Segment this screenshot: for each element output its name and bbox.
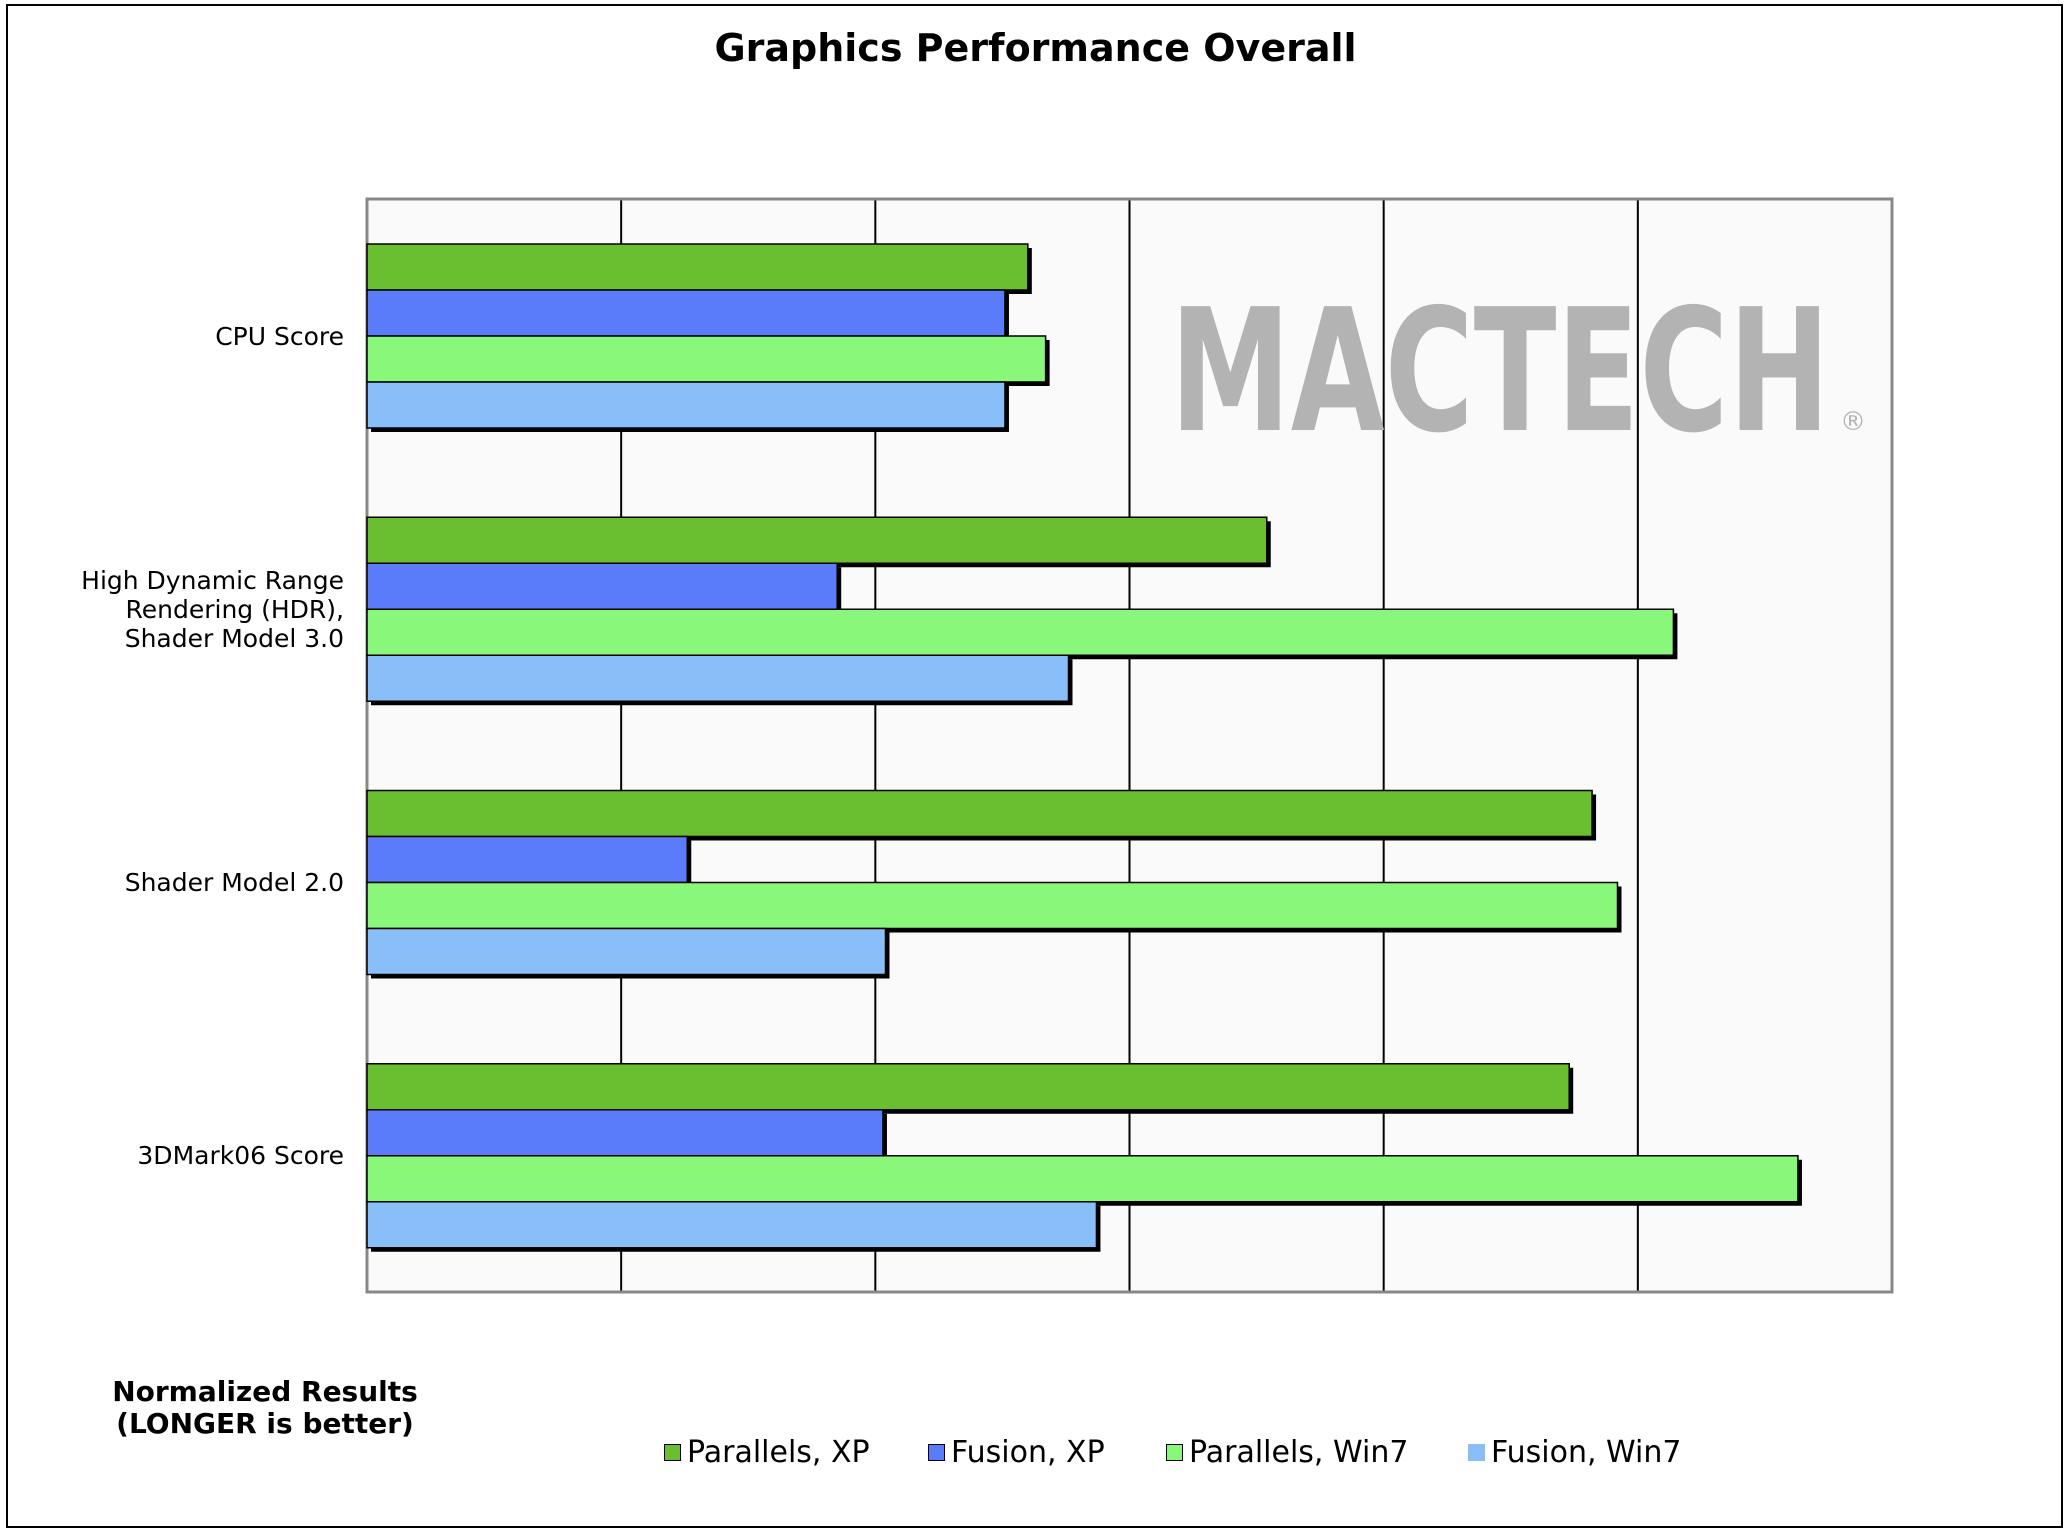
category-label: 3DMark06 Score — [137, 1141, 344, 1171]
legend-swatch — [1166, 1443, 1183, 1461]
bar-fusion-win7 — [366, 654, 1070, 702]
category-label: CPU Score — [215, 321, 344, 351]
bar-parallels-xp — [366, 1063, 1570, 1111]
category-label: High Dynamic Range Rendering (HDR), Shad… — [81, 565, 344, 653]
watermark-logo: MACTECH — [1170, 273, 1830, 471]
legend-item: Parallels, Win7 — [1166, 1434, 1408, 1470]
legend-swatch — [664, 1443, 681, 1461]
bar-parallels-win7 — [366, 1155, 1799, 1203]
bar-parallels-win7 — [366, 335, 1047, 383]
legend-label: Fusion, Win7 — [1491, 1434, 1682, 1470]
legend-item: Fusion, Win7 — [1468, 1434, 1681, 1470]
category-label: Shader Model 2.0 — [124, 868, 344, 897]
bar-parallels-xp — [366, 243, 1029, 291]
bar-fusion-win7 — [366, 1201, 1098, 1249]
bar-parallels-win7 — [366, 881, 1619, 930]
watermark-registered-mark: ® — [1840, 407, 1866, 437]
chart-title: Graphics Performance Overall — [714, 26, 1357, 70]
normalized-note: Normalized Results (LONGER is better) — [110, 1376, 420, 1440]
bar-fusion-xp — [366, 1109, 884, 1157]
legend-label: Parallels, Win7 — [1189, 1434, 1409, 1470]
bar-fusion-win7 — [366, 381, 1006, 429]
bar-fusion-xp — [366, 562, 838, 610]
note-line-2: (LONGER is better) — [116, 1407, 414, 1440]
bar-parallels-win7 — [366, 608, 1675, 656]
bar-parallels-xp — [366, 789, 1593, 838]
legend-swatch — [1468, 1443, 1485, 1461]
legend-label: Fusion, XP — [951, 1434, 1105, 1470]
legend-item: Parallels, XP — [664, 1434, 870, 1470]
plot-border — [365, 197, 1894, 1294]
bar-parallels-xp — [366, 516, 1268, 564]
legend-swatch — [928, 1443, 945, 1461]
note-line-1: Normalized Results — [112, 1375, 418, 1408]
bar-fusion-xp — [366, 289, 1006, 337]
legend-item: Fusion, XP — [928, 1434, 1105, 1470]
legend-label: Parallels, XP — [687, 1434, 870, 1470]
bar-fusion-win7 — [366, 927, 887, 976]
bar-fusion-xp — [366, 835, 688, 884]
